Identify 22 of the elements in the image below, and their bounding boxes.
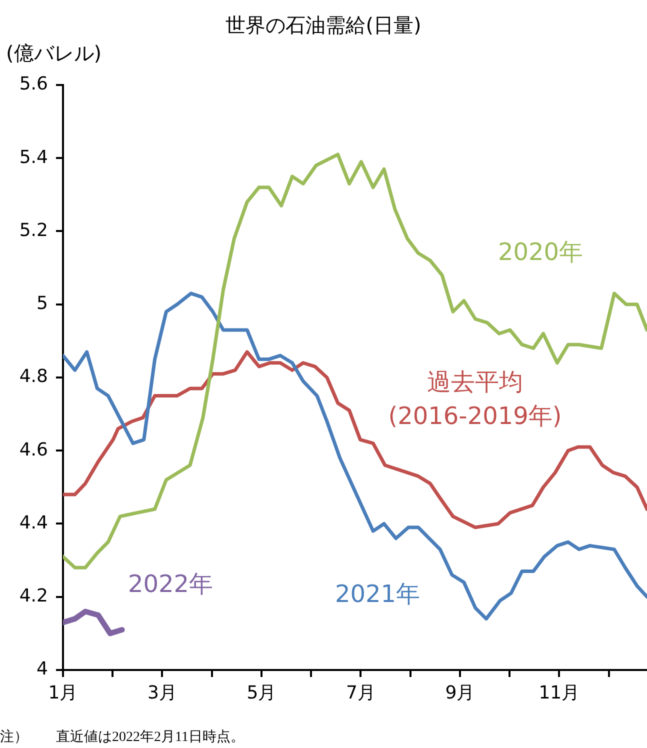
text: 注） 直近値は2022年2月11日時点。 <box>0 728 244 746</box>
y-tick-label: 5.4 <box>19 146 48 168</box>
series-label: 2022年 <box>128 570 214 598</box>
x-tick-label: 9月 <box>445 682 475 704</box>
series-label: 過去平均(2016-2019年) <box>388 368 562 430</box>
y-tick-label: 4.8 <box>19 366 48 388</box>
y-tick-label: 4 <box>36 658 48 680</box>
series-label: 2021年 <box>335 580 420 608</box>
x-tick-label: 11月 <box>538 682 580 704</box>
y-tick-label: 5.6 <box>19 74 48 95</box>
y-axis-title: (億バレル) <box>6 40 102 67</box>
chart-title: 世界の石油需給(日量) <box>224 12 422 39</box>
x-tick-label: 3月 <box>148 682 177 704</box>
x-tick-label: 7月 <box>346 682 376 704</box>
y-tick-label: 5.2 <box>19 220 48 241</box>
y-tick-label: 4.6 <box>19 439 48 460</box>
x-tick-label: 5月 <box>246 682 276 704</box>
y-tick-label: 4.4 <box>19 512 48 534</box>
y-tick-label: 5 <box>36 293 48 314</box>
x-tick-label: 1月 <box>48 682 78 704</box>
y-tick-label: 4.2 <box>19 586 48 607</box>
series-label: 2020年 <box>498 238 584 266</box>
